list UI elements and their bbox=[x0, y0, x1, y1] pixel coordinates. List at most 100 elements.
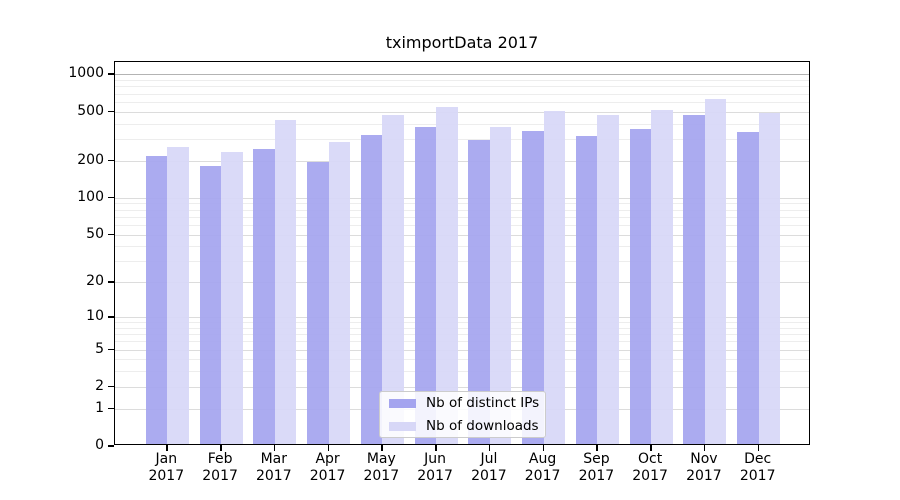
y-tick-label-500: 500 bbox=[77, 102, 104, 119]
y-tick-20 bbox=[108, 281, 114, 283]
gridline-80 bbox=[115, 209, 809, 211]
legend-label-2: Nb of downloads bbox=[426, 418, 539, 434]
x-tick-9 bbox=[596, 445, 598, 451]
y-tick-label-5: 5 bbox=[95, 340, 104, 357]
gridline-200 bbox=[115, 160, 809, 162]
x-tick-3 bbox=[273, 445, 276, 451]
x-tick-label-dec: Dec 2017 bbox=[739, 451, 776, 484]
gridline-70 bbox=[115, 216, 809, 218]
x-tick-12 bbox=[757, 445, 760, 451]
y-tick-label-20: 20 bbox=[86, 273, 104, 290]
gridline-300 bbox=[115, 139, 809, 140]
gridline-400 bbox=[115, 123, 809, 125]
bar-nb-of-distinct-ips-mar-2017 bbox=[253, 149, 275, 444]
legend-swatch-1 bbox=[389, 398, 416, 408]
y-tick-200 bbox=[108, 159, 114, 162]
y-tick-1000 bbox=[108, 73, 114, 75]
y-tick-50 bbox=[108, 233, 114, 236]
gridline-2 bbox=[115, 386, 809, 388]
y-tick-5 bbox=[108, 348, 114, 351]
x-tick-label-nov: Nov 2017 bbox=[686, 451, 722, 484]
bar-nb-of-downloads-dec-2017 bbox=[758, 112, 781, 444]
bar-nb-of-distinct-ips-dec-2017 bbox=[737, 132, 759, 444]
gridline-90 bbox=[115, 203, 809, 205]
legend-label-1: Nb of distinct IPs bbox=[426, 395, 540, 411]
y-tick-label-2: 2 bbox=[95, 377, 104, 394]
gridline-500 bbox=[115, 111, 809, 113]
gridline-9 bbox=[115, 322, 809, 324]
plot-area: Nb of distinct IPs Nb of downloads bbox=[114, 61, 810, 445]
x-tick-label-sep: Sep 2017 bbox=[578, 451, 615, 484]
gridline-40 bbox=[115, 246, 809, 248]
gridline-600 bbox=[115, 101, 809, 103]
gridline-3 bbox=[115, 371, 809, 373]
y-tick-label-50: 50 bbox=[86, 225, 104, 242]
x-tick-label-jun: Jun 2017 bbox=[417, 451, 453, 484]
x-tick-4 bbox=[327, 445, 330, 451]
bar-nb-of-distinct-ips-apr-2017 bbox=[307, 162, 329, 444]
x-tick-6 bbox=[435, 445, 437, 451]
gridline-7 bbox=[115, 334, 809, 336]
y-tick-0 bbox=[108, 445, 114, 447]
bar-nb-of-downloads-feb-2017 bbox=[221, 151, 243, 444]
legend-swatch-2 bbox=[389, 421, 416, 431]
legend-row-1: Nb of distinct IPs bbox=[389, 395, 539, 411]
bar-nb-of-downloads-sep-2017 bbox=[597, 114, 619, 444]
bar-nb-of-downloads-jun-2017 bbox=[436, 107, 458, 444]
gridline-8 bbox=[115, 327, 809, 329]
y-tick-2 bbox=[108, 385, 114, 388]
gridline-5 bbox=[115, 349, 809, 351]
bar-nb-of-downloads-jul-2017 bbox=[489, 126, 512, 444]
x-tick-label-aug: Aug 2017 bbox=[524, 451, 561, 484]
y-tick-10 bbox=[108, 316, 114, 318]
gridline-700 bbox=[115, 93, 809, 95]
x-tick-2 bbox=[220, 445, 222, 451]
y-tick-1 bbox=[108, 407, 114, 410]
bar-nb-of-downloads-aug-2017 bbox=[543, 110, 566, 444]
gridline-1000 bbox=[115, 74, 809, 76]
x-tick-5 bbox=[381, 445, 383, 451]
y-tick-label-1000: 1000 bbox=[68, 65, 104, 82]
gridline-800 bbox=[115, 86, 809, 88]
gridline-10 bbox=[115, 317, 809, 318]
chart-title: tximportData 2017 bbox=[385, 33, 539, 52]
x-tick-7 bbox=[488, 445, 491, 451]
x-tick-label-jul: Jul 2017 bbox=[471, 451, 507, 484]
x-tick-10 bbox=[650, 445, 652, 451]
gridline-6 bbox=[115, 341, 809, 343]
bar-nb-of-downloads-oct-2017 bbox=[651, 109, 673, 444]
x-tick-label-oct: Oct 2017 bbox=[632, 451, 668, 484]
y-tick-label-10: 10 bbox=[86, 308, 104, 324]
x-tick-label-may: May 2017 bbox=[363, 451, 400, 484]
bar-nb-of-distinct-ips-aug-2017 bbox=[522, 130, 544, 444]
bar-nb-of-downloads-mar-2017 bbox=[274, 120, 297, 444]
y-tick-label-200: 200 bbox=[77, 151, 104, 168]
x-tick-1 bbox=[166, 445, 168, 451]
bar-nb-of-downloads-may-2017 bbox=[382, 114, 404, 444]
x-tick-label-mar: Mar 2017 bbox=[255, 451, 292, 484]
gridline-50 bbox=[115, 234, 809, 236]
gridline-100 bbox=[115, 197, 809, 199]
bar-nb-of-downloads-apr-2017 bbox=[328, 142, 351, 444]
x-tick-11 bbox=[703, 445, 706, 451]
bar-nb-of-downloads-nov-2017 bbox=[704, 98, 727, 444]
x-tick-8 bbox=[542, 445, 545, 451]
gridline-20 bbox=[115, 282, 809, 284]
bar-nb-of-distinct-ips-jun-2017 bbox=[414, 126, 437, 444]
x-tick-label-jan: Jan 2017 bbox=[148, 451, 185, 484]
bar-nb-of-distinct-ips-jan-2017 bbox=[145, 155, 168, 444]
bar-nb-of-distinct-ips-oct-2017 bbox=[629, 129, 652, 444]
gridline-60 bbox=[115, 224, 809, 226]
x-tick-label-feb: Feb 2017 bbox=[202, 451, 238, 484]
y-tick-100 bbox=[108, 196, 114, 199]
gridline-900 bbox=[115, 80, 809, 81]
bar-nb-of-distinct-ips-nov-2017 bbox=[683, 114, 705, 444]
y-tick-label-1: 1 bbox=[95, 399, 104, 416]
bar-nb-of-distinct-ips-feb-2017 bbox=[199, 165, 222, 444]
y-tick-label-100: 100 bbox=[77, 188, 104, 205]
bar-nb-of-downloads-jan-2017 bbox=[167, 147, 189, 444]
x-tick-label-apr: Apr 2017 bbox=[309, 451, 346, 484]
legend: Nb of distinct IPs Nb of downloads bbox=[379, 391, 546, 438]
y-tick-label-0: 0 bbox=[95, 437, 104, 453]
